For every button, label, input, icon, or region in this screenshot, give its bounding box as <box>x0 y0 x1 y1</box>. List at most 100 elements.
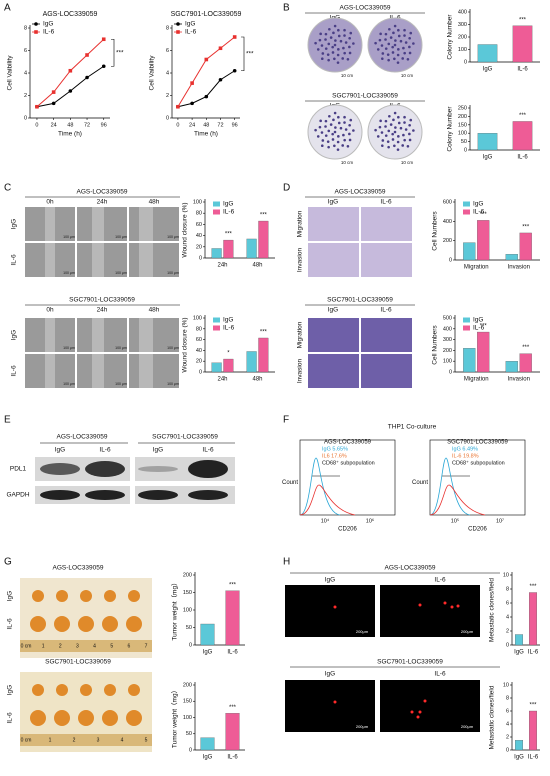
bar <box>211 248 222 259</box>
y-axis-label: Cell Vaibility <box>149 55 156 91</box>
series-line <box>177 70 235 108</box>
x-tick-label: 48 <box>203 122 209 128</box>
significance: *** <box>480 324 488 330</box>
colony <box>408 45 411 49</box>
colony <box>336 53 340 57</box>
scale-label: 100 μm <box>167 382 179 386</box>
colony <box>397 28 400 32</box>
y-tick-label: 80 <box>196 211 202 217</box>
colony <box>329 36 333 39</box>
colony <box>352 42 355 45</box>
image <box>361 243 412 277</box>
bar <box>529 592 538 646</box>
y-axis-label: Metastatic clones/field <box>489 578 496 642</box>
legend-swatch <box>213 209 220 215</box>
histogram <box>429 484 486 516</box>
scale-label: 100 μm <box>115 382 127 386</box>
colony <box>388 27 391 31</box>
point <box>51 90 56 94</box>
y-tick-label: 100 <box>193 315 202 321</box>
ruler <box>20 640 152 652</box>
plot-frame <box>299 439 396 516</box>
scale-label: 200μm <box>356 629 369 634</box>
colony <box>349 118 353 122</box>
y-tick-label: 400 <box>443 219 452 225</box>
colony <box>391 132 394 136</box>
x-tick-label: IL-6 <box>227 650 238 656</box>
colony <box>401 144 404 147</box>
significance: *** <box>246 51 254 58</box>
y-tick-label: 6 <box>506 600 509 606</box>
colony <box>380 57 384 61</box>
colony <box>379 119 382 123</box>
colony <box>397 48 400 51</box>
y-tick-label: 400 <box>443 326 452 332</box>
tumor <box>56 590 68 602</box>
column-label: IL-6 <box>202 447 214 454</box>
y-tick-label: 8 <box>166 25 169 31</box>
x-axis-label: CD206 <box>338 527 357 533</box>
colony <box>341 57 344 60</box>
significance: *** <box>529 584 537 590</box>
y-tick-label: 400 <box>458 9 467 15</box>
band <box>85 461 125 477</box>
y-axis-label: Wound closure (%) <box>182 317 189 372</box>
x-tick-label: 72 <box>217 122 223 128</box>
wound-gap <box>92 243 104 277</box>
colony <box>403 115 406 119</box>
ruler <box>20 734 152 746</box>
ruler-label: 6 <box>127 643 130 649</box>
row-label: IL-6 <box>7 712 14 724</box>
colony <box>331 45 334 49</box>
histogram <box>429 457 471 516</box>
colony <box>348 138 352 142</box>
plot-title: SGC7901-LOC339059 <box>447 440 508 446</box>
colony <box>319 119 322 123</box>
y-axis-label: Colony Number <box>447 106 454 152</box>
legend-label: IgG <box>473 317 483 324</box>
point <box>204 94 209 99</box>
x-tick-label: Migration <box>464 265 489 271</box>
y-axis-label: Count <box>282 480 298 486</box>
y-tick-label: 100 <box>193 199 202 205</box>
colony <box>408 123 411 127</box>
tumor <box>32 684 44 696</box>
ruler-label: 3 <box>76 643 79 649</box>
x-tick-label: IgG <box>514 755 524 761</box>
image-title: SGC7901-LOC339059 <box>332 93 398 100</box>
x-tick-label: IL-6 <box>227 755 238 761</box>
image-title: SGC7901-LOC339059 <box>327 297 393 304</box>
wound-gap <box>139 243 153 277</box>
colony <box>409 118 413 122</box>
point <box>232 68 237 73</box>
colony <box>402 46 405 50</box>
column-label: 24h <box>97 199 108 206</box>
chart-title: AGS-LOC339059 <box>43 11 98 18</box>
significance: * <box>227 351 230 357</box>
scale-label: 100 μm <box>115 235 127 239</box>
colony <box>327 42 331 46</box>
colony <box>384 32 388 36</box>
colony <box>333 130 337 134</box>
colony <box>384 47 388 50</box>
x-tick-label: 24 <box>51 122 57 128</box>
bar <box>225 713 240 751</box>
bar <box>246 351 257 373</box>
image <box>308 243 359 277</box>
y-axis-label: Tumor weight（mg） <box>171 579 179 640</box>
legend-swatch <box>463 317 470 323</box>
legend-label: IL6 17.6% <box>322 453 347 459</box>
y-tick-label: 100 <box>458 47 467 53</box>
y-tick-label: 4 <box>166 70 169 76</box>
colony <box>337 28 340 32</box>
scale-label: 10 cm <box>401 160 414 165</box>
legend-swatch <box>463 325 470 331</box>
x-tick-label: Invasion <box>508 377 530 383</box>
y-tick-label: 200 <box>443 238 452 244</box>
colony <box>399 39 403 43</box>
y-axis-label: Cell Numbers <box>432 325 439 365</box>
image <box>361 318 412 352</box>
ruler-label: 5 <box>110 643 113 649</box>
bar <box>200 623 215 646</box>
colony <box>401 57 404 60</box>
